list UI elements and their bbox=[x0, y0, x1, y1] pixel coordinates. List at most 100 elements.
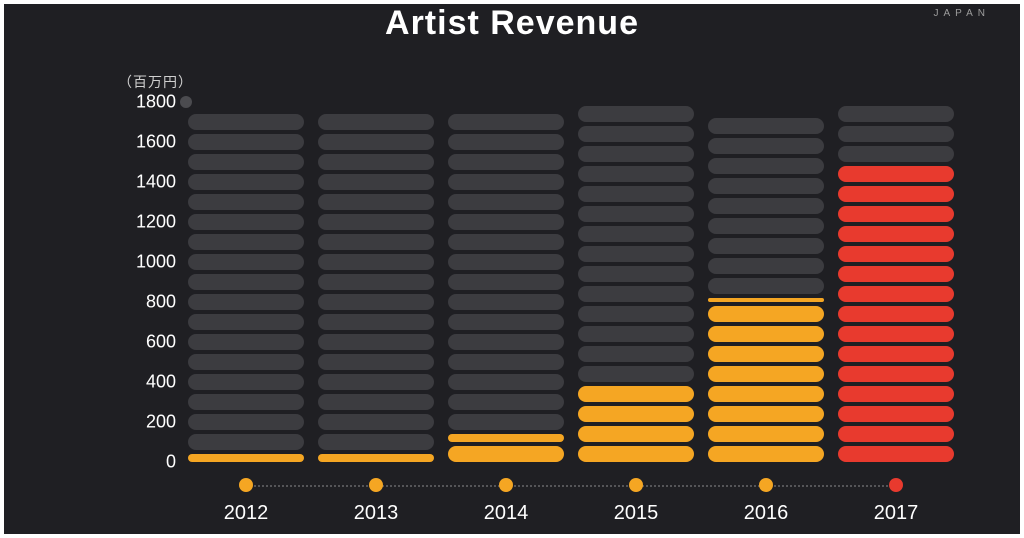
bar-segment bbox=[838, 246, 954, 262]
bar-segment bbox=[708, 158, 824, 174]
bar-segment bbox=[318, 194, 434, 210]
bar-segment bbox=[448, 334, 564, 350]
bar-segment bbox=[318, 294, 434, 310]
bar-segment bbox=[448, 154, 564, 170]
bar-segment bbox=[578, 106, 694, 122]
bar-segment bbox=[838, 106, 954, 122]
bar-segment bbox=[708, 426, 824, 442]
bar-segment bbox=[448, 194, 564, 210]
bar-segment bbox=[448, 234, 564, 250]
bar-segment bbox=[708, 138, 824, 154]
category-dot-icon bbox=[889, 478, 903, 492]
y-tick-label: 1400 bbox=[116, 172, 176, 193]
bar-segment bbox=[188, 254, 304, 270]
bar-segment bbox=[578, 326, 694, 342]
bar-segment bbox=[838, 226, 954, 242]
bar-segment bbox=[188, 154, 304, 170]
bar-segment bbox=[838, 426, 954, 442]
bar-segment bbox=[448, 134, 564, 150]
category-dot-icon bbox=[499, 478, 513, 492]
bar-segment bbox=[578, 426, 694, 442]
bar-segment bbox=[838, 306, 954, 322]
bar-segment bbox=[708, 298, 824, 302]
bar-segment bbox=[448, 374, 564, 390]
bar-segment bbox=[708, 178, 824, 194]
bar-segment bbox=[448, 274, 564, 290]
category-axis-line bbox=[246, 485, 896, 487]
bar-segment bbox=[578, 206, 694, 222]
bar-segment bbox=[708, 218, 824, 234]
bar-segment bbox=[318, 234, 434, 250]
bar-segment bbox=[188, 114, 304, 130]
bar-column bbox=[188, 102, 304, 462]
bar-segment bbox=[318, 454, 434, 462]
bar-segment bbox=[188, 314, 304, 330]
bar-segment bbox=[708, 326, 824, 342]
bar-segments bbox=[188, 114, 304, 462]
bar-column bbox=[448, 102, 564, 462]
bar-segment bbox=[578, 146, 694, 162]
bar-segment bbox=[448, 114, 564, 130]
bar-segment bbox=[448, 446, 564, 462]
bar-segment bbox=[188, 174, 304, 190]
bar-segment bbox=[578, 386, 694, 402]
category-dot-icon bbox=[629, 478, 643, 492]
bar-segments bbox=[318, 114, 434, 462]
bar-segment bbox=[318, 214, 434, 230]
bar-segment bbox=[188, 214, 304, 230]
bar-segment bbox=[578, 406, 694, 422]
bar-segment bbox=[708, 446, 824, 462]
bar-segment bbox=[448, 434, 564, 442]
bar-segment bbox=[708, 278, 824, 294]
bar-segment bbox=[578, 126, 694, 142]
bar-segment bbox=[578, 246, 694, 262]
y-tick-label: 0 bbox=[116, 452, 176, 473]
bar-segments bbox=[708, 118, 824, 462]
y-tick-label: 200 bbox=[116, 412, 176, 433]
y-tick-label: 1000 bbox=[116, 252, 176, 273]
bar-segment bbox=[318, 274, 434, 290]
bar-segment bbox=[838, 286, 954, 302]
bar-segment bbox=[318, 334, 434, 350]
bar-segment bbox=[708, 406, 824, 422]
bar-segment bbox=[318, 374, 434, 390]
bar-segment bbox=[448, 174, 564, 190]
bar-segment bbox=[318, 354, 434, 370]
bar-segment bbox=[448, 354, 564, 370]
bar-segment bbox=[838, 206, 954, 222]
bar-segments bbox=[838, 106, 954, 462]
bar-segment bbox=[708, 306, 824, 322]
bar-segment bbox=[448, 394, 564, 410]
bar-segment bbox=[708, 258, 824, 274]
category-label: 2013 bbox=[354, 502, 399, 525]
bar-segment bbox=[838, 126, 954, 142]
bar-segment bbox=[838, 366, 954, 382]
bar-segment bbox=[188, 234, 304, 250]
bar-column bbox=[708, 102, 824, 462]
bar-segment bbox=[318, 314, 434, 330]
bar-column bbox=[318, 102, 434, 462]
bar-segment bbox=[188, 134, 304, 150]
category-dot-icon bbox=[369, 478, 383, 492]
bar-segment bbox=[188, 414, 304, 430]
bar-segment bbox=[578, 306, 694, 322]
bar-segment bbox=[838, 266, 954, 282]
bar-segment bbox=[838, 166, 954, 182]
bar-segment bbox=[838, 446, 954, 462]
y-tick-label: 800 bbox=[116, 292, 176, 313]
category-axis: 201220132014201520162017 bbox=[188, 478, 968, 538]
bar-segment bbox=[188, 274, 304, 290]
category-label: 2016 bbox=[744, 502, 789, 525]
bar-segment bbox=[578, 446, 694, 462]
bar-segment bbox=[318, 134, 434, 150]
bar-segment bbox=[578, 186, 694, 202]
category-label: 2015 bbox=[614, 502, 659, 525]
category-dot-icon bbox=[759, 478, 773, 492]
bar-segment bbox=[318, 254, 434, 270]
bar-segment bbox=[448, 214, 564, 230]
corner-label: JAPAN bbox=[934, 8, 991, 19]
y-tick-label: 400 bbox=[116, 372, 176, 393]
bar-segment bbox=[838, 186, 954, 202]
bar-segment bbox=[708, 346, 824, 362]
chart-title: Artist Revenue bbox=[4, 4, 1020, 43]
